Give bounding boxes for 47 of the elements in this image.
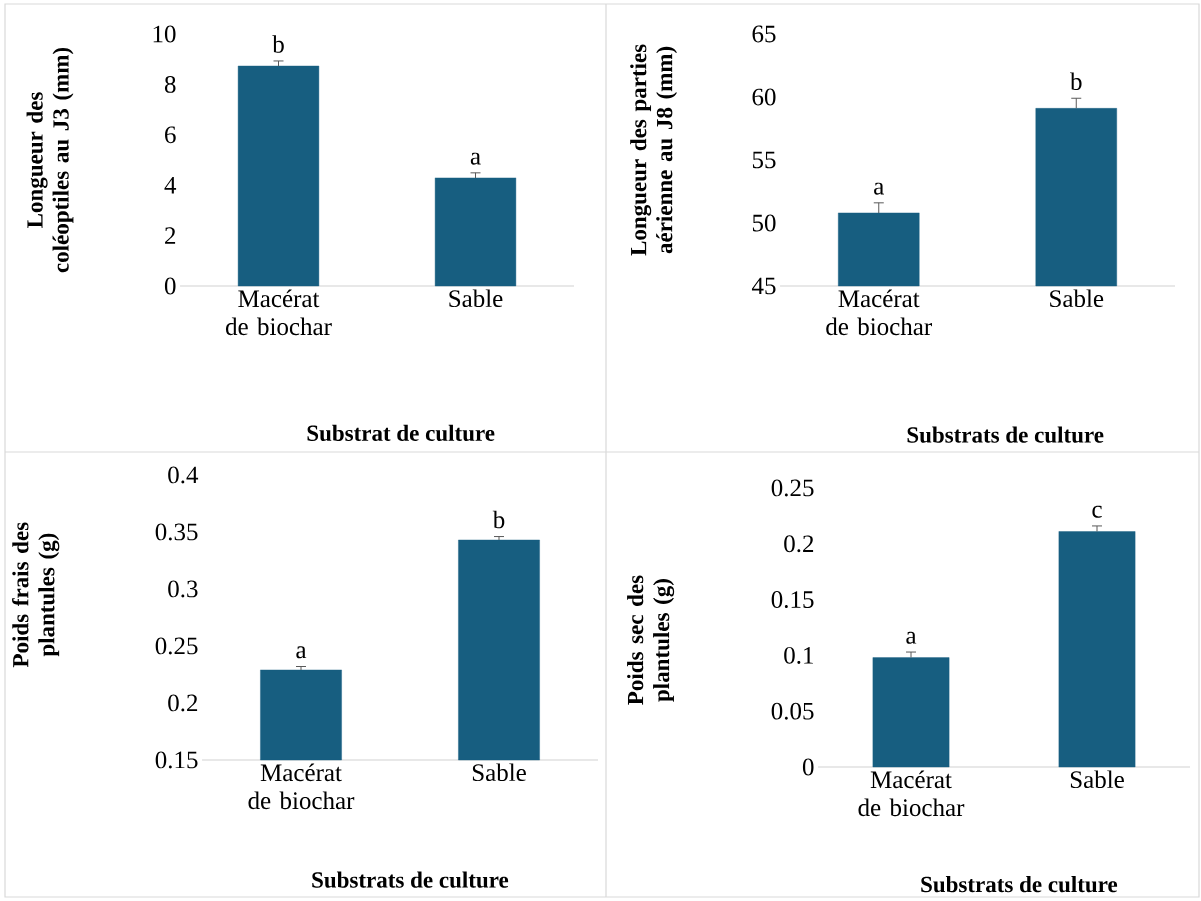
- y-axis-title: Poids sec des plantules (g): [627, 575, 675, 705]
- annotation: b: [492, 510, 505, 529]
- x-tick-label: Sable: [1050, 289, 1104, 308]
- annotation: b: [1070, 72, 1082, 91]
- y-tick-label: 0: [802, 758, 814, 776]
- x-tick-label: Sable: [472, 763, 526, 782]
- y-tick-label: 65: [752, 25, 776, 43]
- x-tick-label: Macérat de biochar: [858, 770, 965, 817]
- x-axis-title: Substrat de culture: [307, 424, 495, 442]
- annotation: a: [296, 646, 307, 659]
- annotation: b: [272, 35, 284, 53]
- annotation: a: [470, 152, 481, 165]
- y-tick-label: 0.25: [771, 479, 814, 497]
- x-tick-label: Macérat de biochar: [225, 289, 332, 336]
- x-tick-label: Macérat de biochar: [248, 763, 355, 810]
- x-tick-label: Sable: [449, 289, 503, 308]
- y-tick-label: 6: [165, 126, 176, 144]
- y-axis-title: Longueur des parties aérienne au J8 (mm): [630, 44, 678, 256]
- annotation: a: [874, 182, 884, 195]
- y-tick-label: 0.2: [784, 535, 814, 553]
- y-tick-label: 0: [164, 277, 176, 295]
- y-tick-label: 0.4: [168, 466, 199, 484]
- x-axis-title: Substrats de culture: [907, 426, 1104, 443]
- y-tick-label: 0.1: [784, 646, 813, 664]
- y-tick-label: 2: [165, 227, 176, 244]
- annotation: a: [906, 631, 917, 644]
- y-tick-label: 0.25: [155, 637, 198, 655]
- y-tick-label: 50: [752, 214, 776, 232]
- y-axis-title: Poids frais des plantules (g): [12, 522, 60, 668]
- x-axis-title: Substrats de culture: [921, 876, 1118, 893]
- y-tick-label: 45: [751, 277, 776, 295]
- x-tick-label: Sable: [1070, 770, 1124, 789]
- y-tick-label: 0.35: [155, 523, 198, 541]
- y-tick-label: 0.3: [168, 580, 198, 598]
- y-tick-label: 60: [752, 88, 776, 106]
- y-tick-label: 4: [164, 176, 177, 194]
- y-tick-label: 8: [164, 75, 176, 93]
- y-tick-label: 10: [153, 25, 176, 43]
- y-tick-label: 55: [752, 151, 776, 169]
- y-tick-label: 0.05: [771, 702, 814, 720]
- y-tick-label: 0.15: [771, 591, 814, 609]
- y-axis-title: Longueur des coléoptiles au J3 (mm): [26, 47, 74, 273]
- y-tick-label: 0.15: [155, 751, 198, 769]
- annotation: c: [1092, 505, 1102, 518]
- x-tick-label: Macérat de biochar: [826, 289, 932, 336]
- x-axis-title: Substrats de culture: [312, 871, 509, 888]
- y-tick-label: 0.2: [168, 694, 198, 712]
